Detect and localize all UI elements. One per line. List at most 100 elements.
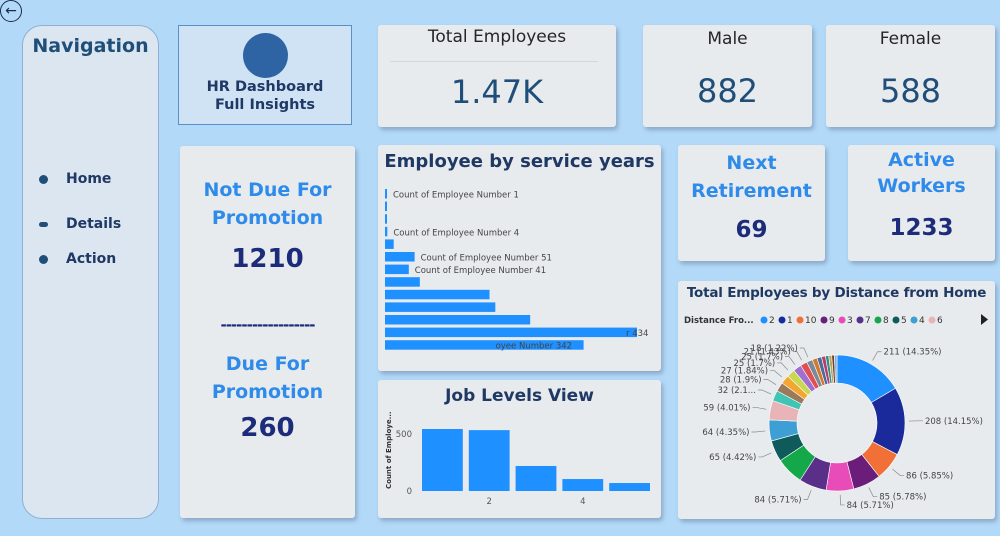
donut-data-label: 86 (5.85%) xyxy=(906,471,953,481)
job-levels-chart-card: Job Levels View 0 500 2 4 Count of Employe..… xyxy=(378,380,661,518)
logo-line-2: Full Insights xyxy=(214,97,316,113)
label-line: Active xyxy=(888,149,955,171)
service-years-bar[interactable] xyxy=(385,277,420,287)
service-years-chart-card: Employee by service years Count of Emplo… xyxy=(378,145,661,371)
job-level-bar[interactable] xyxy=(562,479,604,491)
legend-marker xyxy=(778,316,786,324)
job-levels-x-tick: 4 xyxy=(580,497,585,507)
job-level-bar[interactable] xyxy=(515,465,557,491)
service-years-bar[interactable] xyxy=(385,239,394,249)
donut-leader-line xyxy=(785,356,796,365)
navigation-title: Navigation xyxy=(32,35,149,57)
donut-legend-entry[interactable]: 4 xyxy=(919,316,925,326)
label-line: Promotion xyxy=(211,207,324,229)
label-line: Not Due For xyxy=(203,179,332,201)
legend-marker xyxy=(796,316,804,324)
legend-marker xyxy=(892,316,900,324)
service-years-bar[interactable] xyxy=(385,264,409,275)
donut-leader-line xyxy=(777,362,789,371)
donut-leader-line xyxy=(757,389,772,395)
legend-marker xyxy=(910,316,918,324)
legend-marker xyxy=(760,316,768,324)
bullet-icon xyxy=(39,221,48,227)
label-line: Retirement xyxy=(691,180,812,202)
donut-leader-line xyxy=(752,407,767,410)
due-promotion-label: Due For Promotion xyxy=(180,350,355,406)
donut-leader-line xyxy=(803,490,812,500)
service-years-bar[interactable] xyxy=(385,214,387,224)
service-years-bar[interactable] xyxy=(385,315,531,325)
not-due-promotion-value: 1210 xyxy=(231,244,304,274)
job-levels-x-tick: 2 xyxy=(486,497,491,507)
due-promotion-value: 260 xyxy=(240,413,295,443)
label-line: Next xyxy=(726,152,777,174)
donut-leader-line xyxy=(763,379,777,385)
service-years-bar[interactable] xyxy=(385,189,387,199)
male-card: Male 882 xyxy=(643,25,812,127)
not-due-promotion-label: Not Due For Promotion xyxy=(180,176,355,232)
label-line: Due For xyxy=(225,353,310,375)
label-line: Promotion xyxy=(211,381,324,403)
donut-data-label: 84 (5.71%) xyxy=(847,501,894,511)
service-years-bar-chart: Count of Employee Number 1 Count of Emplo… xyxy=(385,189,648,352)
active-workers-label: Active Workers xyxy=(848,147,995,199)
dashboard-logo-box: HR Dashboard Full Insights xyxy=(178,25,352,125)
donut-leader-line xyxy=(792,351,803,361)
donut-data-label: 84 (5.71%) xyxy=(754,496,801,506)
nav-item-details[interactable]: Details xyxy=(39,216,121,232)
donut-data-label: 65 (4.42%) xyxy=(709,453,756,463)
job-level-bar[interactable] xyxy=(609,483,650,491)
next-retirement-value: 69 xyxy=(735,217,768,243)
service-years-bar[interactable] xyxy=(385,340,584,350)
donut-legend-entry[interactable]: 5 xyxy=(901,316,907,326)
total-employees-value: 1.47K xyxy=(450,73,544,111)
active-workers-value: 1233 xyxy=(889,215,954,241)
job-levels-chart-title: Job Levels View xyxy=(445,386,594,406)
female-value: 588 xyxy=(879,72,942,110)
distance-donut-chart: Distance Fro... 2 1 10 9 3 7 8 5 4 6 211 (14.35%) 20… xyxy=(684,314,988,511)
service-years-bar[interactable] xyxy=(385,226,388,237)
service-years-bar[interactable] xyxy=(385,289,490,300)
service-years-data-label: oyee Number 342 xyxy=(496,342,572,352)
donut-slice[interactable] xyxy=(834,354,838,384)
job-levels-bar-chart: 0 500 2 4 Count of Employe... xyxy=(385,411,650,507)
donut-leader-line xyxy=(872,351,882,361)
promotion-card: Not Due For Promotion 1210 -------------… xyxy=(180,146,355,518)
donut-legend-title: Distance Fro... xyxy=(684,316,754,326)
bullet-icon xyxy=(39,174,48,184)
legend-marker xyxy=(874,316,882,324)
donut-legend-entry[interactable]: 7 xyxy=(865,316,871,326)
job-levels-y-tick: 500 xyxy=(396,430,412,440)
kpi-inner-box xyxy=(390,61,598,119)
job-level-bar[interactable] xyxy=(422,429,463,491)
donut-legend-entry[interactable]: 10 xyxy=(805,316,817,326)
donut-leader-line xyxy=(770,370,782,378)
service-years-data-label: r 434 xyxy=(626,329,648,339)
donut-data-label: 32 (2.1... xyxy=(717,386,755,396)
donut-legend-entry[interactable]: 2 xyxy=(769,316,775,326)
legend-next-arrow-icon[interactable] xyxy=(981,314,988,325)
male-value: 882 xyxy=(696,72,759,110)
donut-legend-entry[interactable]: 3 xyxy=(847,316,853,326)
nav-item-home[interactable]: Home xyxy=(39,171,111,187)
back-arrow-icon[interactable]: ← xyxy=(0,0,22,22)
female-label: Female xyxy=(879,29,942,49)
donut-legend-entry[interactable]: 1 xyxy=(787,316,793,326)
donut-data-label: 21 (1.43%) xyxy=(744,348,791,358)
donut-data-label: 18 (1.22%) xyxy=(751,344,798,354)
logo-line-1: HR Dashboard xyxy=(206,79,324,95)
legend-marker xyxy=(928,316,936,324)
service-years-bar[interactable] xyxy=(385,302,496,312)
service-years-bar[interactable] xyxy=(385,252,415,262)
male-label: Male xyxy=(707,29,748,49)
job-levels-y-tick: 0 xyxy=(407,487,412,497)
donut-legend-entry[interactable]: 9 xyxy=(829,316,835,326)
service-years-bar[interactable] xyxy=(385,201,387,212)
nav-item-action[interactable]: Action xyxy=(39,251,116,267)
donut-data-label: 64 (4.35%) xyxy=(702,428,749,438)
job-level-bar[interactable] xyxy=(468,430,510,491)
donut-legend-entry[interactable]: 6 xyxy=(937,316,943,326)
donut-leader-line xyxy=(892,468,905,476)
service-years-bar[interactable] xyxy=(385,327,637,338)
donut-legend-entry[interactable]: 8 xyxy=(883,316,889,326)
